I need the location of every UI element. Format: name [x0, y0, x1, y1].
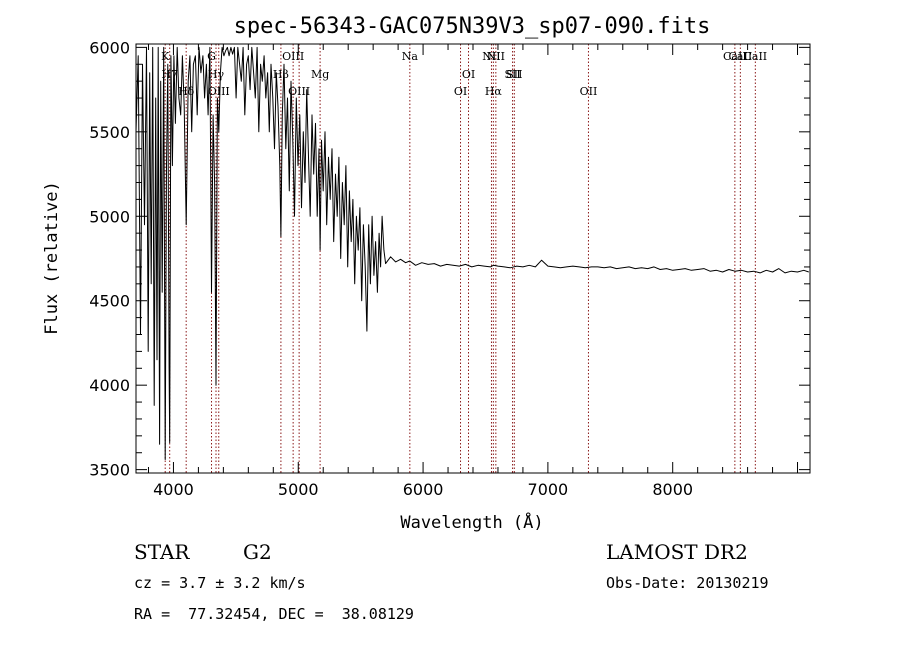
- x-tick-label: 6000: [403, 480, 444, 499]
- y-tick-label: 5500: [89, 123, 130, 142]
- spectral-line-label: OIII: [208, 85, 230, 98]
- spectral-line-label: OI: [454, 85, 467, 98]
- obs-date: Obs-Date: 20130219: [606, 574, 769, 592]
- spectral-line-label: NII: [487, 50, 505, 63]
- info-panel: STAR G2 LAMOST DR2 cz = 3.7 ± 3.2 km/s O…: [134, 540, 769, 623]
- spectral-line-label: OII: [580, 85, 598, 98]
- spectral-line-label: OIII: [282, 50, 304, 63]
- spectral-line-label: CaII: [729, 50, 753, 63]
- y-axis-label: Flux (relative): [42, 181, 62, 335]
- x-tick-labels: 4000 5000 6000 7000 8000: [153, 480, 693, 499]
- y-tick-labels: 3500 4000 4500 5000 5500 6000: [89, 38, 130, 479]
- spectral-line-label: Mg: [311, 68, 329, 81]
- spectral-line-label: G: [207, 50, 216, 63]
- redshift-readout: cz = 3.7 ± 3.2 km/s: [134, 574, 306, 592]
- plot-axes: [135, 43, 811, 474]
- x-tick-label: 4000: [153, 480, 194, 499]
- spectral-line-label: CaII: [723, 50, 747, 63]
- spectral-line-label: Na: [402, 50, 419, 63]
- spectral-line-label: SII: [506, 68, 522, 81]
- spectral-line-label: K: [161, 50, 170, 63]
- y-tick-label: 5000: [89, 207, 130, 226]
- x-tick-label: 5000: [278, 480, 319, 499]
- spectral-line-label: OI: [462, 68, 475, 81]
- spectral-line-label: NII: [482, 50, 500, 63]
- spectrum-line: [136, 46, 809, 460]
- chart-title: spec-56343-GAC075N39V3_sp07-090.fits: [234, 14, 711, 39]
- x-tick-label: 8000: [652, 480, 693, 499]
- spectral-line-markers: [164, 44, 756, 473]
- spectral-line-label: SII: [504, 68, 520, 81]
- survey-name: LAMOST DR2: [606, 540, 748, 564]
- spectral-line-label: Hα: [485, 85, 503, 98]
- y-tick-label: 3500: [89, 461, 130, 480]
- spectral-line-label: Hβ: [273, 68, 289, 81]
- y-tick-label: 6000: [89, 38, 130, 57]
- x-axis-label: Wavelength (Å): [400, 511, 543, 533]
- spectral-line-label: CaII: [743, 50, 767, 63]
- coordinates: RA = 77.32454, DEC = 38.08129: [134, 605, 414, 623]
- spectral-line-label: OIII: [288, 85, 310, 98]
- x-tick-label: 7000: [528, 480, 569, 499]
- object-type: STAR: [134, 540, 190, 564]
- spectrum-series: [136, 46, 809, 460]
- y-tick-label: 4500: [89, 292, 130, 311]
- y-tick-label: 4000: [89, 376, 130, 395]
- subclass: G2: [243, 540, 272, 564]
